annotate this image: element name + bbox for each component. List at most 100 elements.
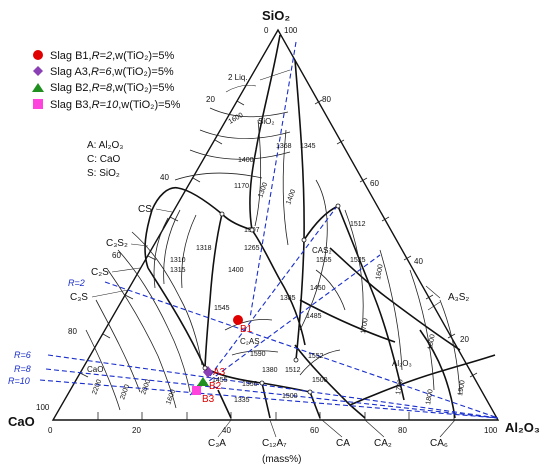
phase-leaders: [91, 208, 456, 438]
invariant-points: [202, 203, 341, 395]
key-c: C: CaO: [87, 154, 121, 165]
iso-1315: 1315: [170, 267, 186, 274]
ratio-label-r8: R=8: [14, 364, 31, 374]
legend-marker-b3: [33, 99, 43, 109]
iso-1335: 1335: [234, 397, 250, 404]
phase-c3a: C₃A: [208, 438, 226, 449]
iso-1555: 1555: [316, 257, 332, 264]
right-tick-40: 40: [414, 257, 423, 266]
iso-1512a: 1512: [350, 221, 366, 228]
iso-1600c: 1600: [165, 389, 177, 406]
svg-text:Slag B3,R=10,w(TiO₂)=5%: Slag B3,R=10,w(TiO₂)=5%: [50, 99, 181, 111]
phase-ca6: CA₆: [430, 438, 448, 449]
point-b2-label: B2: [209, 381, 222, 392]
iso-1700a: 1700: [360, 318, 370, 335]
iso-1500a: 1500: [312, 377, 328, 384]
point-a3-label: A3: [213, 367, 226, 378]
legend-r-b2: R=8: [92, 82, 113, 94]
left-tick-40: 40: [160, 173, 169, 182]
point-b1: [233, 315, 243, 325]
iso-1590: 1590: [250, 351, 266, 358]
bottom-tick-0: 0: [48, 426, 53, 435]
triangle-frame: [51, 28, 500, 421]
legend: Slag B1,R=2,w(TiO₂)=5% Slag A3,R=6,w(TiO…: [32, 50, 181, 111]
legend-w-b3: ,w(TiO₂)=5%: [118, 99, 180, 111]
left-tick-80: 80: [68, 327, 77, 336]
right-tick-60: 60: [370, 179, 379, 188]
iso-1700b: 1700: [395, 379, 405, 396]
legend-label-b1: Slag B1,: [50, 50, 92, 62]
left-tick-20: 20: [206, 95, 215, 104]
iso-1800b: 1800: [425, 389, 435, 406]
phase-cs: CS: [138, 204, 152, 215]
basicity-lines: [39, 41, 499, 419]
iso-1380: 1380: [262, 367, 278, 374]
bottom-tick-60: 60: [310, 426, 319, 435]
apex-al2o3-label: Al₂O₃: [505, 420, 540, 435]
iso-1300a: 1300: [257, 182, 269, 199]
right-tick-20: 20: [460, 335, 469, 344]
iso-1400c: 1400: [228, 267, 244, 274]
phase-ca: CA: [336, 438, 350, 449]
svg-text:Slag B2,R=8,w(TiO₂)=5%: Slag B2,R=8,w(TiO₂)=5%: [50, 82, 175, 94]
bottom-tick-40: 40: [222, 426, 231, 435]
svg-text:Slag A3,R=6,w(TiO₂)=5%: Slag A3,R=6,w(TiO₂)=5%: [50, 66, 174, 78]
phase-c2as: C₂AS: [240, 337, 260, 346]
svg-text:Slag B1,R=2,w(TiO₂)=5%: Slag B1,R=2,w(TiO₂)=5%: [50, 50, 175, 62]
iso-1400a: 1400: [238, 157, 254, 164]
iso-1310: 1310: [170, 257, 186, 264]
bottom-tick-80: 80: [398, 426, 407, 435]
iso-2000b: 2000: [119, 384, 131, 401]
legend-r-a3: R=6: [91, 66, 112, 78]
bottom-tick-20: 20: [132, 426, 141, 435]
iso-1600b: 1600: [375, 264, 385, 281]
key-a: A: Al₂O₃: [87, 140, 123, 151]
unit-label: (mass%): [262, 454, 301, 465]
legend-w-b1: ,w(TiO₂)=5%: [112, 50, 174, 62]
phase-cao: CaO: [87, 365, 103, 374]
iso-1170: 1170: [234, 183, 249, 190]
phase-c3s: C₃S: [70, 292, 88, 303]
legend-label-b3: Slag B3,: [50, 99, 92, 111]
iso-1318: 1318: [196, 245, 212, 252]
iso-1485: 1485: [306, 313, 322, 320]
key-s: S: SiO₂: [87, 168, 120, 179]
phase-boundaries: [144, 34, 496, 419]
point-b3: [192, 386, 201, 395]
bottom-tick-100: 100: [484, 426, 498, 435]
legend-r-b1: R=2: [92, 50, 113, 62]
iso-1525: 1525: [350, 257, 366, 264]
ratio-label-r2: R=2: [68, 278, 85, 288]
phase-a3s2: A₃S₂: [448, 292, 469, 303]
legend-marker-a3: [33, 66, 43, 76]
left-tick-60: 60: [112, 251, 121, 260]
ratio-label-r6: R=6: [14, 350, 31, 360]
iso-1552: 1552: [308, 353, 324, 360]
legend-w-b2: ,w(TiO₂)=5%: [112, 82, 174, 94]
iso-1545: 1545: [214, 305, 230, 312]
iso-1450: 1450: [310, 285, 326, 292]
legend-marker-b2: [32, 83, 44, 92]
legend-marker-b1: [33, 50, 43, 60]
point-b1-label: B1: [240, 324, 253, 335]
phase-al2o3: Al₂O₃: [392, 359, 412, 368]
right-tick-80: 80: [322, 95, 331, 104]
ratio-label-r10: R=10: [8, 376, 30, 386]
iso-1900: 1900: [457, 380, 467, 397]
apex-cao-label: CaO: [8, 414, 35, 429]
iso-1350: 1350: [242, 381, 258, 388]
iso-1500b: 1500: [282, 393, 298, 400]
legend-label-b2: Slag B2,: [50, 82, 92, 94]
left-tick-100: 100: [36, 403, 50, 412]
legend-w-a3: ,w(TiO₂)=5%: [111, 66, 173, 78]
legend-r-b3: R=10: [92, 99, 119, 111]
apex-top-tick-0: 0: [264, 26, 269, 35]
iso-1512b: 1512: [285, 367, 301, 374]
iso-1400b: 1400: [285, 189, 297, 206]
legend-label-a3: Slag A3,: [50, 66, 91, 78]
iso-1800a: 1800: [427, 334, 437, 351]
iso-1455: 1455: [212, 377, 228, 384]
point-b3-label: B3: [202, 394, 215, 405]
